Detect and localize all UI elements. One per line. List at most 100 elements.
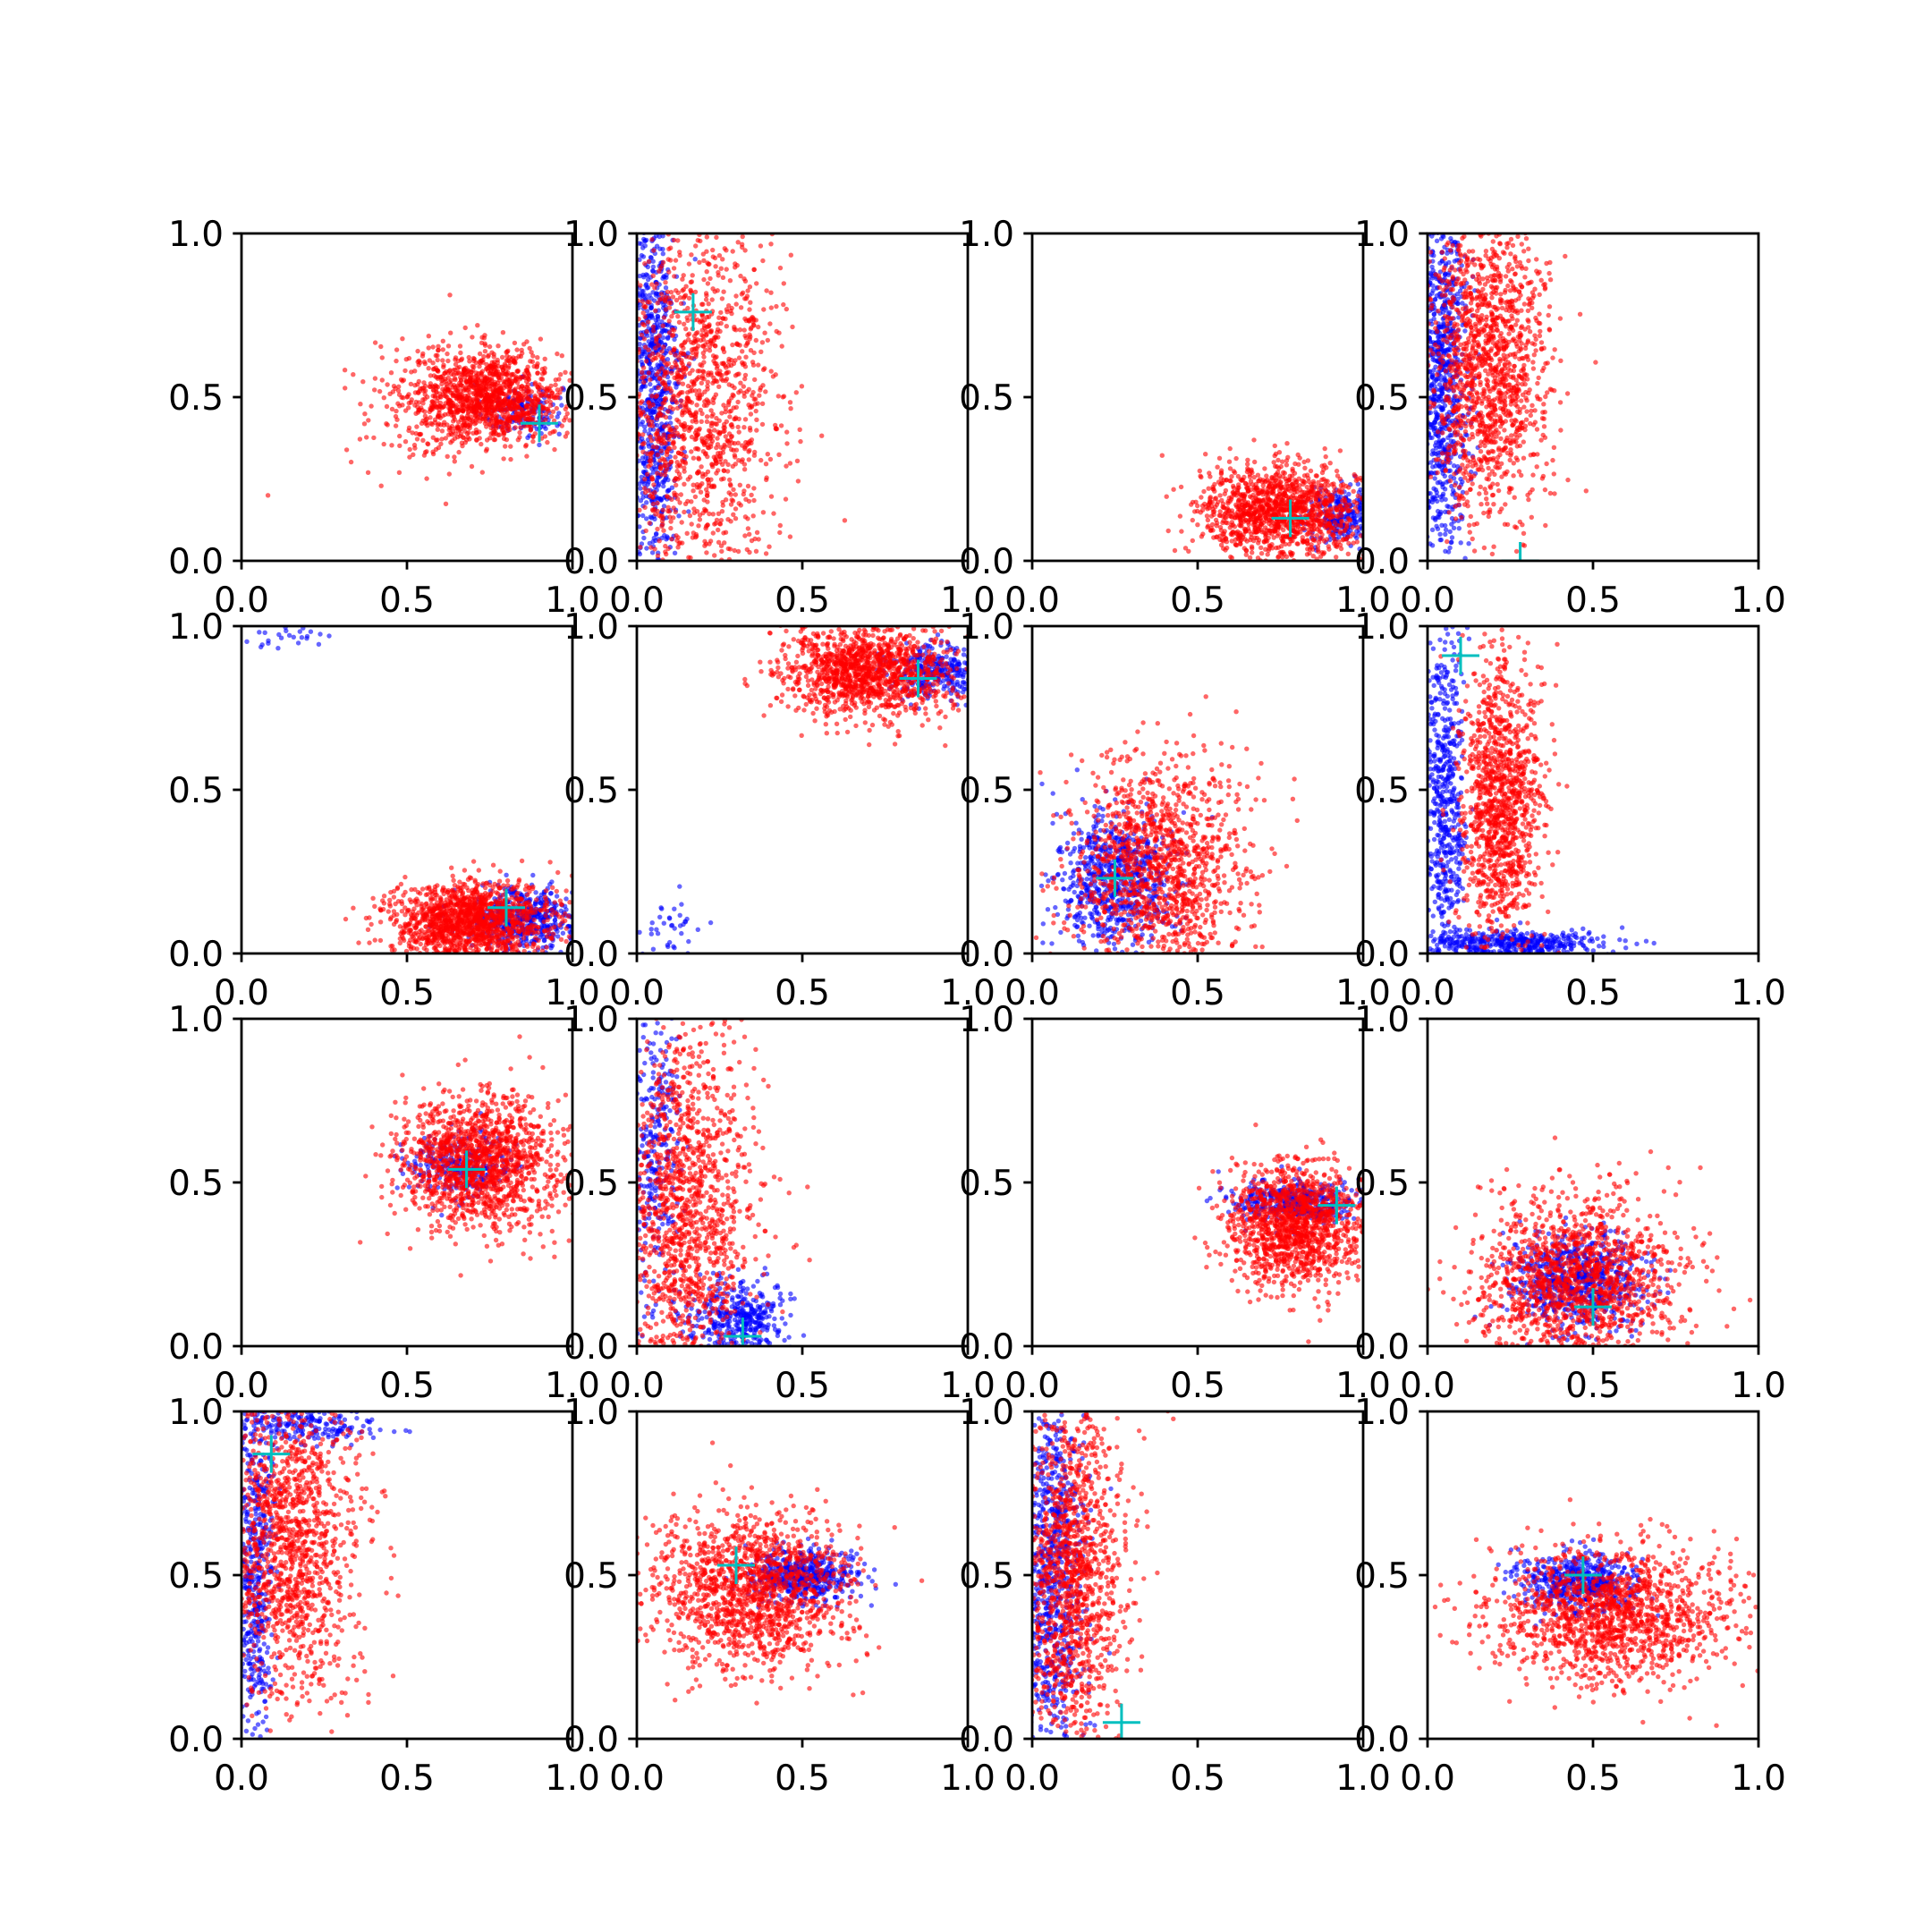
scatter-point [462, 416, 467, 421]
scatter-point [641, 535, 647, 541]
scatter-point [631, 382, 635, 386]
scatter-point [677, 250, 682, 255]
scatter-point [682, 293, 688, 300]
scatter-point [547, 399, 553, 405]
scatter-point [767, 321, 773, 326]
scatter-point [1367, 529, 1371, 533]
scatter-point [745, 288, 750, 293]
scatter-point [699, 373, 706, 378]
scatter-point [559, 353, 564, 359]
scatter-point [673, 258, 679, 263]
scatter-point [627, 502, 631, 506]
scatter-point [625, 218, 630, 223]
scatter-point [723, 378, 728, 384]
scatter-point [704, 269, 709, 275]
scatter-point [643, 359, 649, 364]
scatter-point [1250, 546, 1255, 551]
subplot-3: 0.0 0.5 1.00.00.51.0 [959, 215, 1391, 621]
scatter-point [647, 182, 651, 187]
scatter-point [716, 562, 721, 566]
scatter-point [1229, 538, 1234, 544]
scatter-point [417, 432, 423, 437]
scatter-point [657, 184, 661, 189]
scatter-point [679, 301, 684, 306]
scatter-point [1281, 527, 1286, 533]
scatter-point [709, 297, 715, 302]
scatter-point [615, 440, 620, 445]
scatter-point [684, 530, 690, 536]
scatter-point [635, 215, 640, 219]
scatter-point [462, 386, 468, 392]
scatter-point [668, 245, 674, 250]
scatter-point [619, 265, 623, 269]
scatter-point [647, 300, 652, 305]
scatter-point [740, 244, 745, 250]
scatter-point [648, 208, 653, 212]
scatter-point [1203, 452, 1208, 457]
scatter-point [435, 385, 441, 390]
scatter-point [657, 564, 662, 569]
scatter-point [381, 441, 386, 447]
scatter-point [1284, 519, 1289, 524]
scatter-point [658, 627, 663, 631]
scatter-point [732, 547, 737, 554]
scatter-point [538, 336, 544, 342]
scatter-point [517, 377, 523, 382]
scatter-point [664, 551, 669, 557]
scatter-point [549, 413, 555, 419]
scatter-point [504, 350, 509, 355]
scatter-point [718, 543, 724, 548]
scatter-point [523, 394, 529, 400]
scatter-point [660, 259, 666, 265]
scatter-point [1354, 539, 1360, 545]
scatter-point [451, 382, 457, 388]
scatter-point [650, 290, 656, 295]
scatter-point [706, 301, 711, 307]
scatter-point [672, 550, 678, 555]
scatter-point [366, 418, 371, 423]
scatter-point [751, 486, 757, 491]
scatter-point [659, 349, 665, 354]
scatter-point [616, 209, 621, 214]
scatter-point [660, 401, 665, 406]
scatter-point [1293, 502, 1300, 507]
scatter-point [720, 257, 725, 262]
scatter-point [456, 392, 462, 398]
scatter-point [700, 251, 706, 257]
scatter-point [676, 379, 682, 386]
scatter-point [740, 361, 746, 368]
scatter-point [618, 384, 623, 388]
scatter-point [1368, 534, 1373, 538]
scatter-point [1252, 519, 1258, 525]
scatter-point [752, 449, 758, 455]
scatter-point [710, 512, 716, 517]
scatter-point [1315, 544, 1321, 549]
scatter-point [1266, 547, 1272, 554]
scatter-point [1370, 506, 1375, 511]
scatter-point [654, 564, 658, 569]
scatter-point [626, 525, 631, 530]
scatter-point [646, 211, 650, 216]
scatter-point [764, 288, 769, 293]
scatter-point [1280, 459, 1285, 464]
scatter-point [552, 446, 557, 453]
scatter-point [599, 373, 604, 377]
scatter-point [530, 434, 536, 439]
scatter-point [1231, 483, 1236, 489]
scatter-point [699, 392, 705, 397]
scatter-point [514, 380, 521, 386]
scatter-point [768, 305, 774, 310]
scatter-point [430, 387, 436, 393]
scatter-point [445, 453, 450, 459]
scatter-point [504, 384, 510, 390]
scatter-point [648, 387, 654, 394]
scatter-point [1236, 497, 1241, 504]
scatter-point [1309, 537, 1316, 542]
scatter-point [1178, 484, 1184, 490]
scatter-point [653, 461, 658, 466]
series-b-points [1159, 437, 1375, 561]
scatter-point [1326, 544, 1332, 549]
scatter-point [747, 307, 752, 312]
scatter-point [504, 358, 509, 363]
scatter-point [697, 388, 702, 394]
